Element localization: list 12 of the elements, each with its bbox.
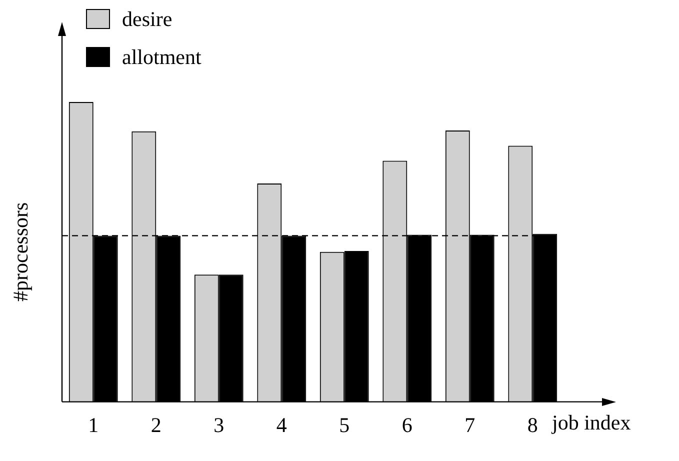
x-axis-title: job index: [551, 410, 632, 434]
legend-label: allotment: [122, 44, 202, 70]
x-tick-label: 7: [464, 412, 476, 437]
x-tick-label: 4: [276, 412, 288, 437]
legend-label: desire: [122, 6, 172, 32]
y-axis-title: #processors: [8, 202, 33, 302]
x-tick-label: 8: [527, 412, 538, 437]
x-tick-label: 6: [402, 412, 412, 437]
x-tick-label: 5: [339, 412, 350, 437]
x-tick-label: 1: [88, 412, 99, 437]
x-tick-label: 3: [214, 412, 224, 437]
x-tick-label: 2: [150, 412, 162, 437]
